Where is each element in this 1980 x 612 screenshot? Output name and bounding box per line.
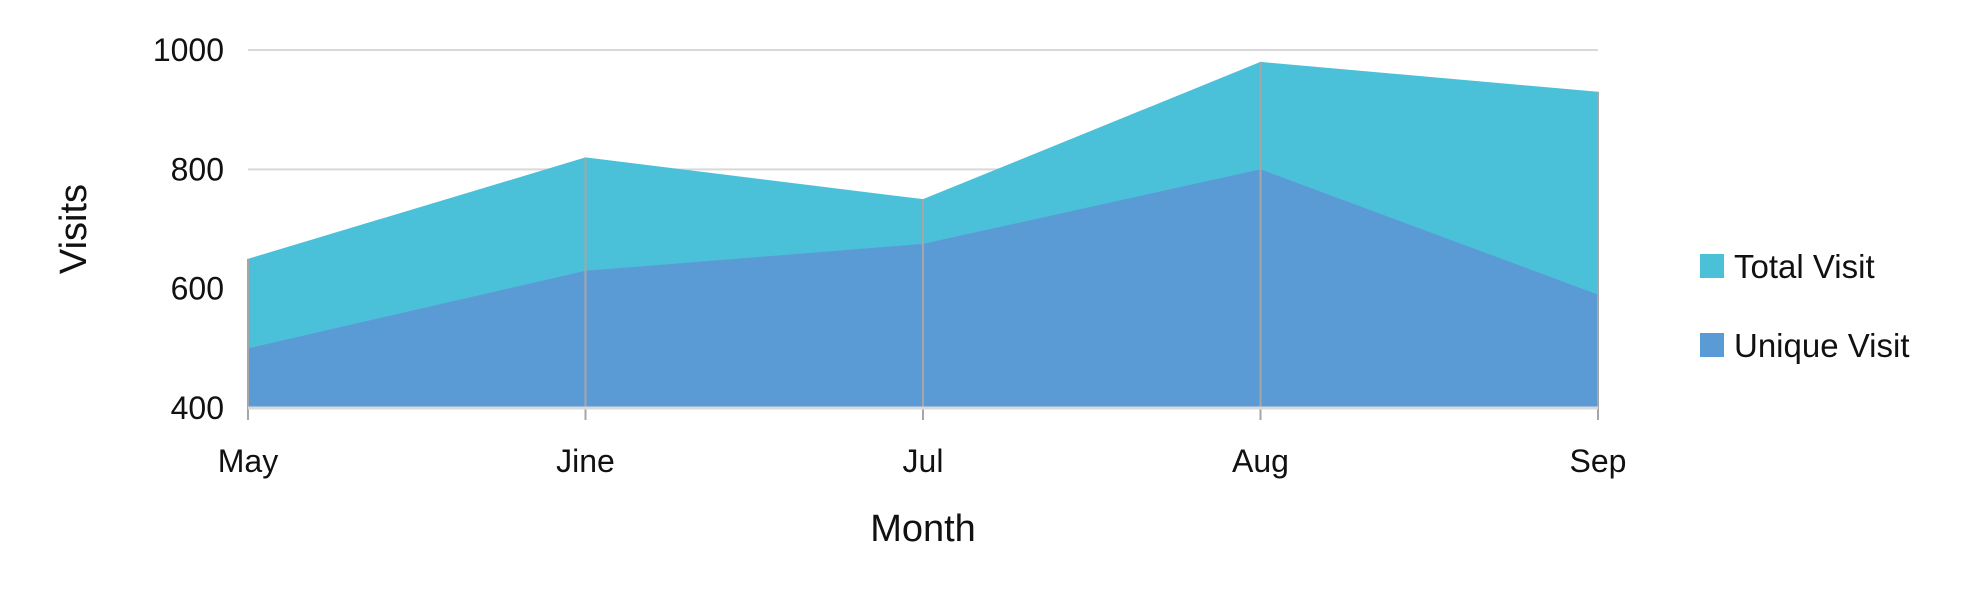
legend-label: Unique Visit [1734, 327, 1910, 364]
x-tick-label: May [218, 443, 278, 479]
legend-item: Total Visit [1700, 248, 1875, 285]
legend-label: Total Visit [1734, 248, 1875, 285]
x-axis-title: Month [870, 508, 976, 550]
legend-item: Unique Visit [1700, 327, 1910, 364]
x-tick-label: Jine [556, 443, 615, 479]
x-tick-label: Aug [1232, 443, 1289, 479]
y-tick-label: 400 [171, 390, 224, 426]
y-tick-label: 1000 [153, 32, 224, 68]
legend-swatch [1700, 254, 1724, 278]
legend-swatch [1700, 333, 1724, 357]
legend: Total Visit Unique Visit [1700, 248, 1910, 364]
y-tick-label: 600 [171, 271, 224, 307]
label-layer: Month Visits 400 600 800 1000 May Jine Jul Aug S… [53, 32, 1626, 550]
y-axis-title: Visits [53, 184, 95, 274]
x-tick-label: Jul [903, 443, 944, 479]
dropline-layer [247, 61, 1599, 420]
y-tick-label: 800 [171, 151, 224, 187]
x-tick-label: Sep [1570, 443, 1627, 479]
